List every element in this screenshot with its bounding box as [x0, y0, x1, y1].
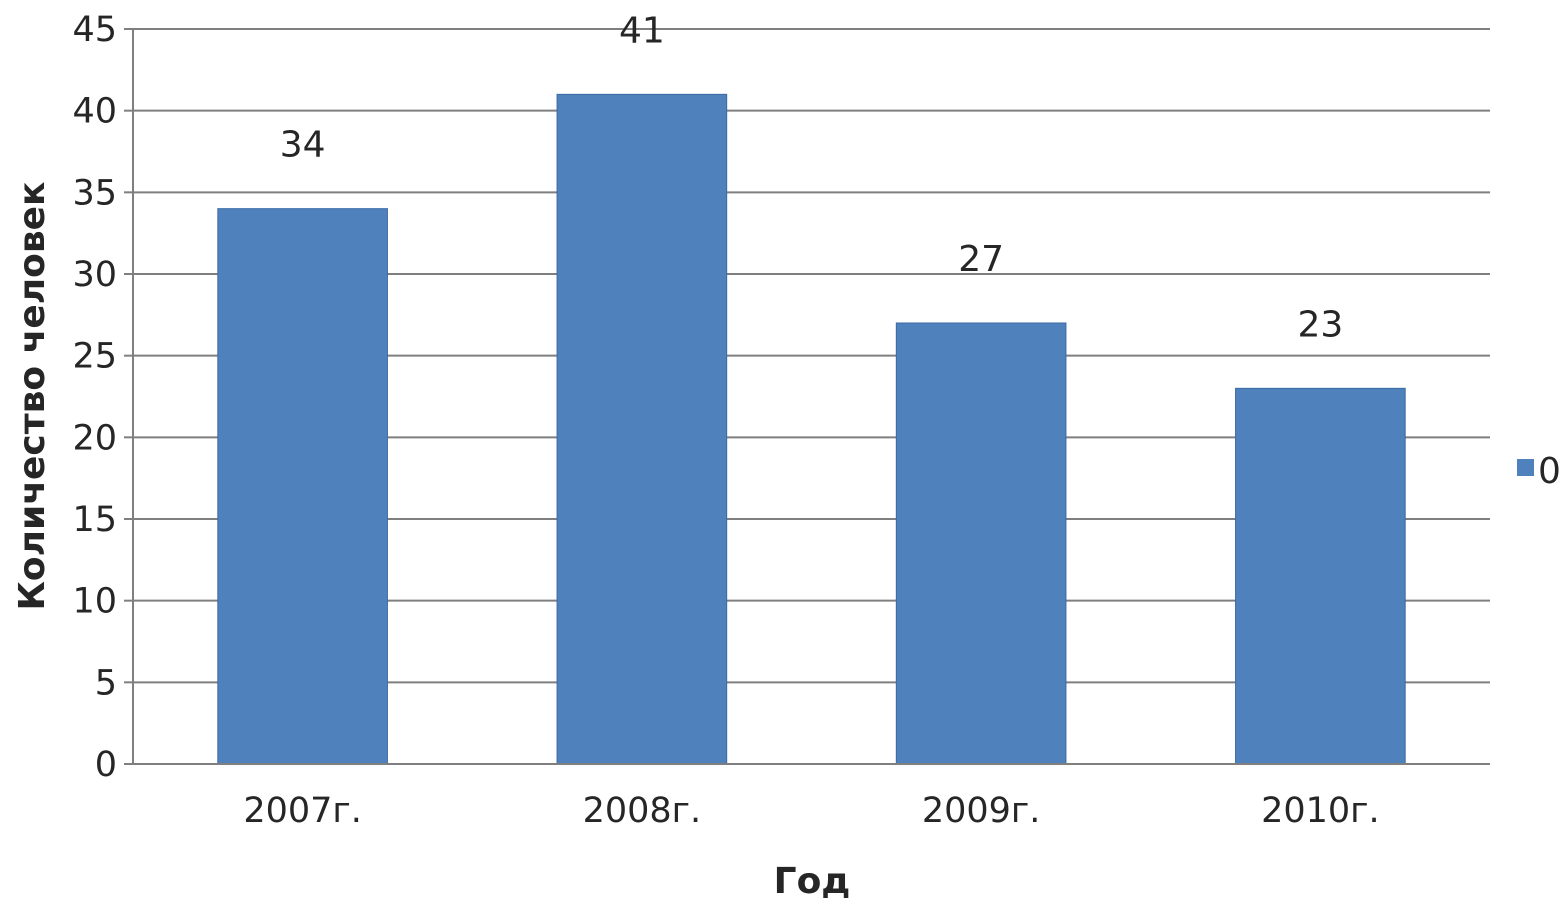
y-tick-label: 5 — [95, 663, 117, 703]
bars — [217, 93, 1406, 765]
x-axis-title: Год — [774, 861, 851, 902]
y-axis-ticks: 0 5 10 15 20 25 30 35 40 45 — [72, 10, 133, 785]
bar — [217, 208, 388, 765]
bar — [556, 93, 728, 765]
data-label: 27 — [958, 239, 1004, 280]
data-labels: 34 41 27 23 — [280, 10, 1344, 345]
bar — [1235, 387, 1406, 765]
y-tick-label: 15 — [72, 500, 117, 540]
legend-label: 0 — [1538, 451, 1561, 492]
bar — [895, 322, 1067, 765]
y-tick-label: 35 — [72, 173, 117, 213]
data-label: 23 — [1297, 304, 1343, 345]
x-tick-label: 2010г. — [1261, 791, 1380, 831]
data-label: 41 — [619, 10, 665, 51]
x-tick-label: 2009г. — [922, 791, 1041, 831]
y-axis-title: Количество человек — [12, 182, 53, 611]
x-tick-label: 2008г. — [583, 791, 702, 831]
x-axis-ticks: 2007г. 2008г. 2009г. 2010г. — [243, 791, 1379, 831]
y-tick-label: 0 — [95, 745, 117, 785]
y-tick-label: 40 — [72, 92, 117, 132]
y-tick-label: 45 — [72, 10, 117, 50]
legend-swatch — [1517, 459, 1534, 476]
x-tick-label: 2007г. — [243, 791, 362, 831]
legend: 0 — [1517, 451, 1561, 492]
data-label: 34 — [280, 125, 326, 166]
y-tick-label: 25 — [72, 337, 117, 377]
y-tick-label: 10 — [72, 582, 117, 622]
y-tick-label: 30 — [72, 255, 117, 295]
y-tick-label: 20 — [72, 418, 117, 458]
